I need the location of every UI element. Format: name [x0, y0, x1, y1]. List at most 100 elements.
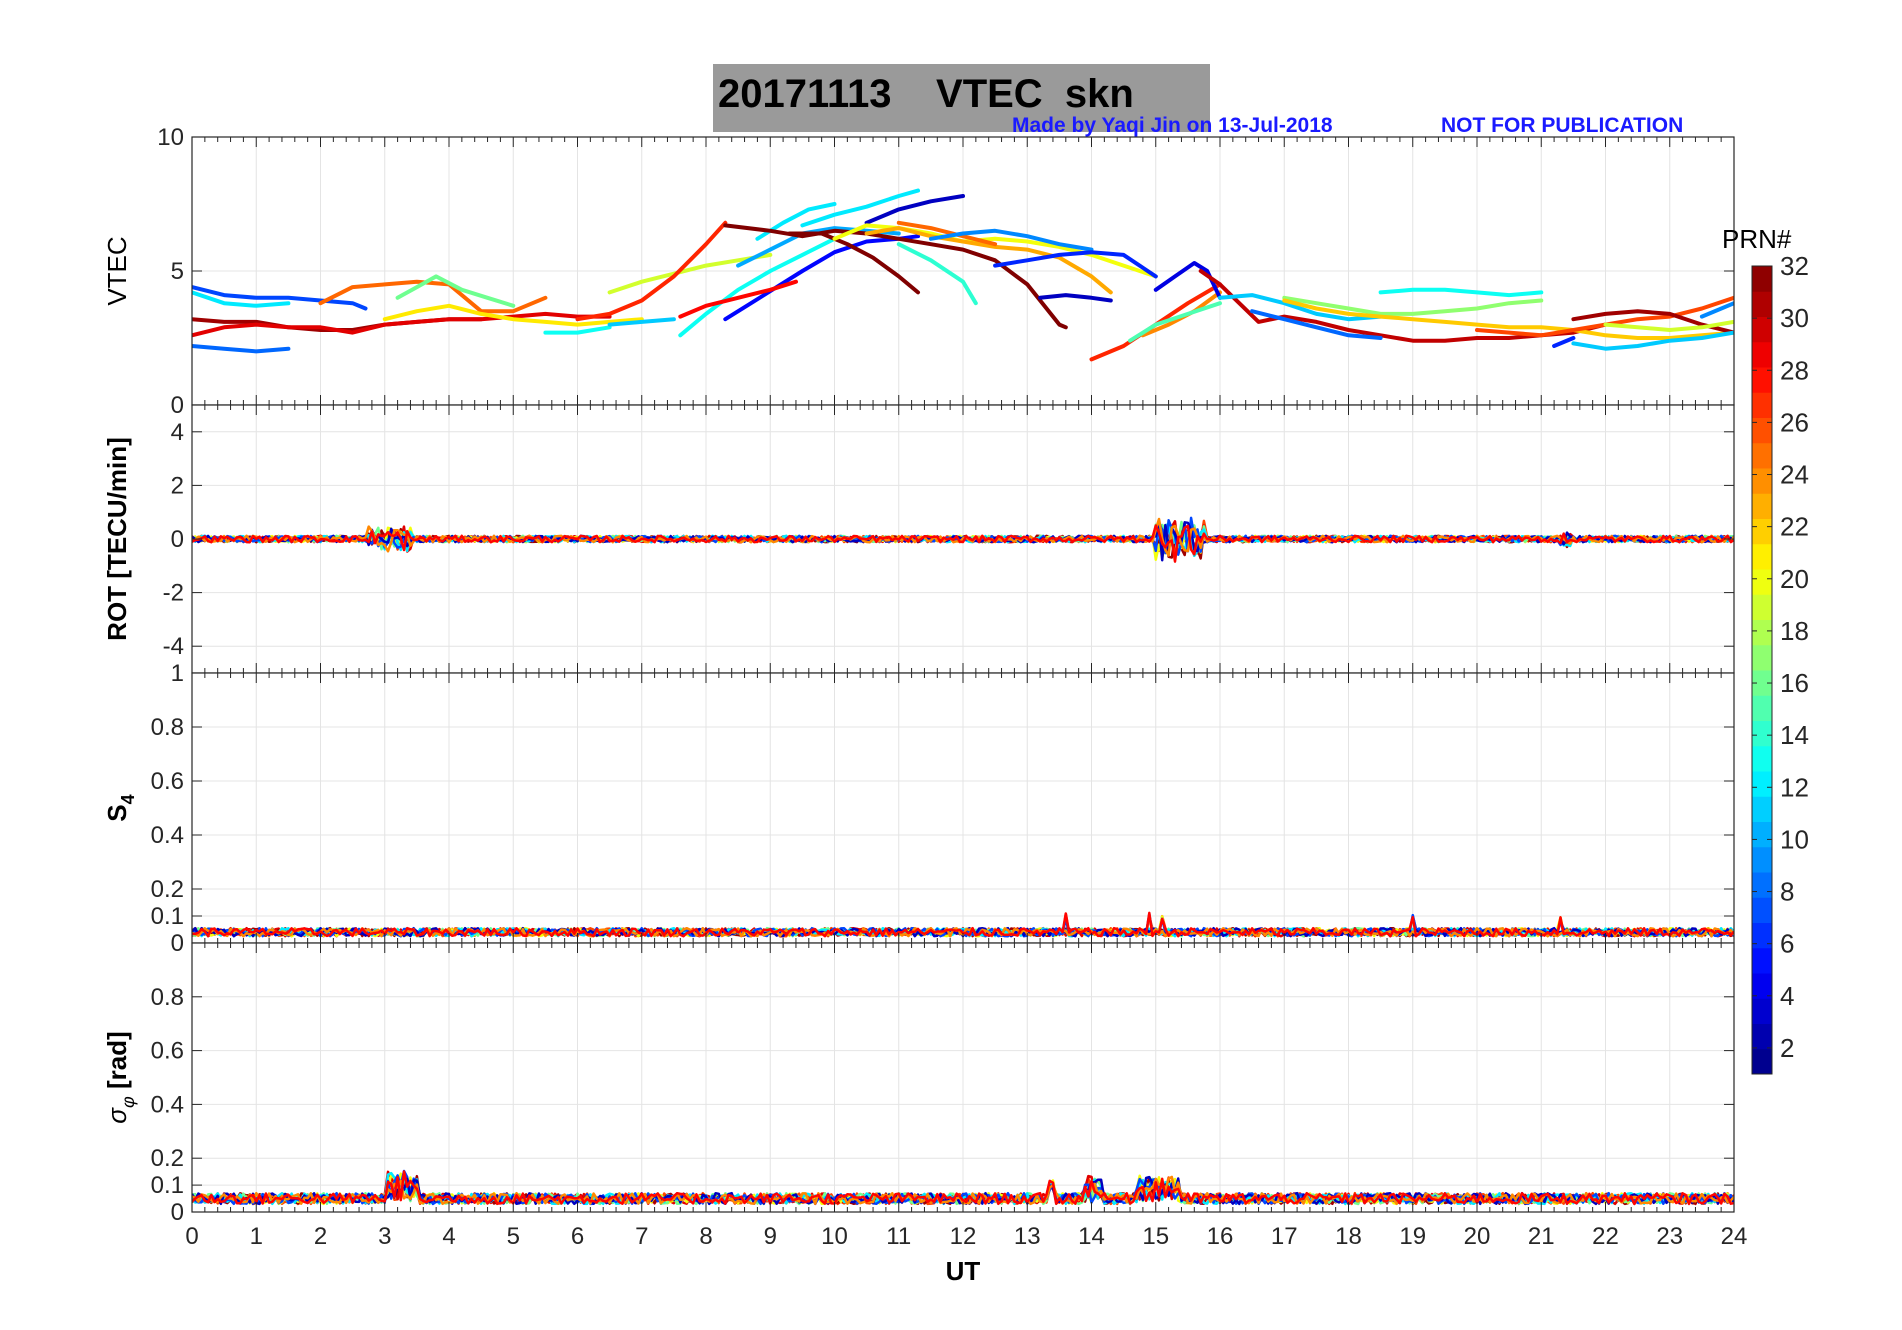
colorbar-tick-label: 32: [1780, 251, 1809, 281]
series-prn-11: [1218, 293, 1383, 322]
colorbar-segment: [1752, 594, 1772, 620]
x-tick-label: 11: [886, 1223, 911, 1250]
x-tick-label: 13: [1014, 1223, 1041, 1250]
colorbar-tick-label: 30: [1780, 303, 1809, 333]
x-tick-label: 24: [1721, 1223, 1748, 1250]
series-prn-29: [192, 311, 612, 338]
series-prn-7: [192, 285, 368, 311]
x-tick-label: 22: [1592, 1223, 1619, 1250]
series-prn-25: [318, 279, 548, 314]
series-prn-25: [896, 220, 998, 247]
colorbar-segment: [1752, 1048, 1772, 1075]
series-prn-28: [678, 279, 798, 319]
series-prn-8: [192, 344, 291, 354]
colorbar-segment: [1752, 720, 1772, 747]
y-tick-label: 0.2: [151, 1145, 184, 1172]
x-tick-label: 21: [1528, 1223, 1555, 1250]
x-tick-label: 7: [635, 1223, 648, 1250]
colorbar-segment: [1752, 947, 1772, 974]
colorbar-tick-label: 28: [1780, 355, 1809, 385]
x-tick-label: 3: [378, 1223, 391, 1250]
y-tick-label: 0.4: [151, 822, 184, 849]
colorbar-segment: [1752, 973, 1772, 999]
x-tick-label: 23: [1656, 1223, 1683, 1250]
x-tick-label: 14: [1078, 1223, 1105, 1250]
colorbar-frame: [1751, 265, 1773, 1075]
y-tick-label: 2: [171, 472, 184, 499]
colorbar-segment: [1752, 518, 1772, 545]
colorbar-tick-label: 12: [1780, 772, 1809, 802]
colorbar-segment: [1752, 291, 1772, 317]
colorbar-tick-label: 18: [1780, 616, 1809, 646]
y-tick-label: 0.4: [151, 1091, 184, 1118]
y-tick-label: 0.8: [151, 984, 184, 1011]
colorbar-segment: [1752, 367, 1772, 393]
series-prn-9: [1699, 301, 1734, 319]
colorbar-tick-label: 14: [1780, 720, 1809, 750]
colorbar-tick-label: 26: [1780, 407, 1809, 437]
colorbar-tick-label: 6: [1780, 929, 1794, 959]
trace-prn-28: [192, 524, 1734, 563]
colorbar-segment: [1752, 695, 1772, 721]
x-tick-label: 8: [699, 1223, 712, 1250]
y-axis-label: ROT [TECU/min]: [102, 437, 132, 641]
x-tick-label: 6: [571, 1223, 584, 1250]
y-tick-label: 4: [171, 419, 184, 446]
colorbar-segment: [1752, 493, 1772, 519]
series-prn-3: [1038, 293, 1113, 303]
y-tick-label: 0.2: [151, 876, 184, 903]
colorbar-segment: [1752, 619, 1772, 646]
series-prn-17: [1282, 295, 1544, 316]
colorbar-segment: [1752, 569, 1772, 595]
y-tick-label: 0.8: [151, 714, 184, 741]
series-prn-22: [1282, 298, 1734, 340]
x-tick-label: 9: [764, 1223, 777, 1250]
colorbar-segment: [1752, 821, 1772, 848]
y-tick-label: 0.1: [151, 903, 184, 930]
y-tick-label: 0: [171, 1199, 184, 1226]
colorbar-segment: [1752, 998, 1772, 1024]
colorbar-segment: [1752, 922, 1772, 949]
x-tick-label: 12: [950, 1223, 977, 1250]
colorbar-segment: [1752, 670, 1772, 696]
x-tick-label: 5: [507, 1223, 520, 1250]
colorbar-tick-label: 22: [1780, 512, 1809, 542]
y-tick-label: 0: [171, 526, 184, 553]
trace-prn-7: [192, 1169, 1734, 1206]
series-prn-20: [832, 223, 1158, 279]
colorbar-segment: [1752, 341, 1772, 368]
colorbar-tick-label: 4: [1780, 981, 1794, 1011]
data-layer: [192, 188, 1734, 362]
title-box: [713, 64, 1210, 132]
y-tick-label: 0.6: [151, 1038, 184, 1065]
x-tick-label: 18: [1335, 1223, 1362, 1250]
series-prn-12: [800, 188, 920, 228]
series-prn-15: [1128, 301, 1222, 343]
colorbar-segment: [1752, 745, 1772, 772]
colorbar-segment: [1752, 442, 1772, 469]
credit-author: Made by Yaqi Jin on 13-Jul-2018: [1012, 114, 1333, 137]
colorbar-tick-label: 24: [1780, 460, 1809, 490]
series-prn-6: [1552, 336, 1576, 348]
x-tick-label: 17: [1271, 1223, 1298, 1250]
x-tick-label: 20: [1464, 1223, 1491, 1250]
colorbar-tick-label: 16: [1780, 668, 1809, 698]
x-tick-label: 16: [1207, 1223, 1234, 1250]
panel-s4: 00.10.2 0.4 0.6 0.8 1 S4: [102, 660, 1735, 957]
title-label: VTEC skn: [936, 72, 1134, 116]
colorbar-tick-label: 2: [1780, 1033, 1794, 1063]
title-text: 20171113 VTEC skn: [718, 72, 1134, 117]
series-prn-19: [1603, 319, 1734, 332]
y-axis-label: S4: [102, 794, 138, 821]
colorbar-segment: [1752, 846, 1772, 873]
series-prn-14: [896, 242, 978, 306]
panel-vtec: 0 5 10 VTEC: [102, 124, 1735, 419]
colorbar-tick-label: 8: [1780, 877, 1794, 907]
credit-notice: NOT FOR PUBLICATION: [1441, 114, 1684, 137]
series-prn-16: [395, 274, 516, 308]
colorbar-segment: [1752, 644, 1772, 671]
x-tick-label: 1: [250, 1223, 263, 1250]
series-prn-21: [382, 303, 644, 327]
